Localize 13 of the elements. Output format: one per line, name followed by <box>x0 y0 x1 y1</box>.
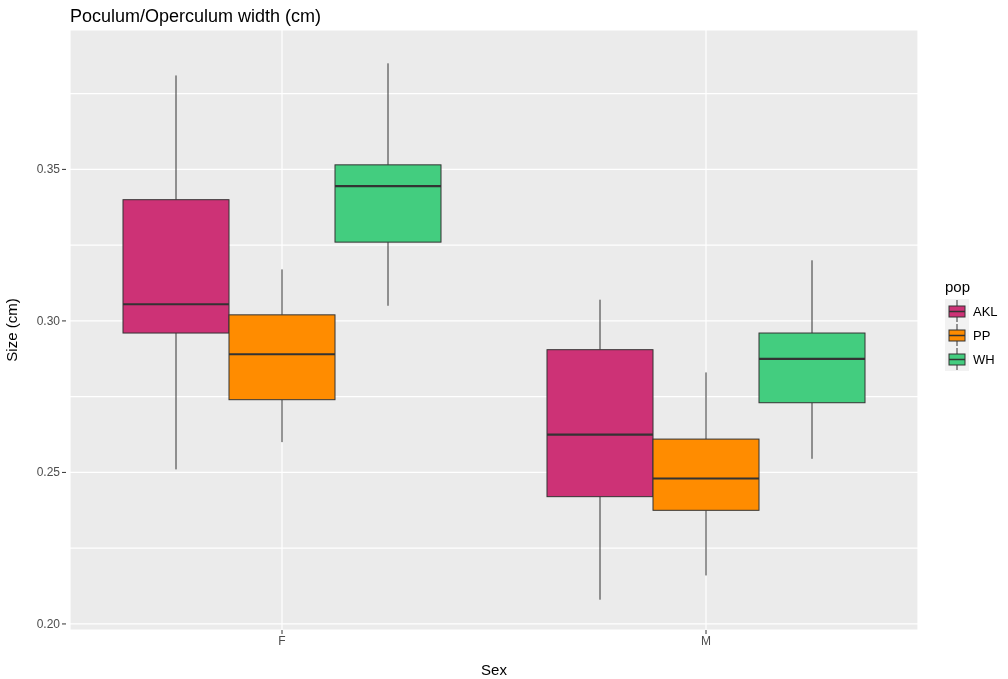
y-tick-label: 0.25 <box>36 465 61 480</box>
y-axis-title: Size (cm) <box>3 298 21 362</box>
legend-label: AKL <box>973 303 998 319</box>
y-tick-label: 0.20 <box>36 616 61 631</box>
legend-title: pop <box>945 278 972 295</box>
legend-label: WH <box>973 351 995 367</box>
legend-label: PP <box>973 327 991 343</box>
x-tick-label: M <box>701 633 711 648</box>
y-tick-label: 0.35 <box>36 162 61 177</box>
y-tick-label: 0.30 <box>36 313 61 328</box>
x-axis-title: Sex <box>481 661 508 678</box>
x-tick-label: F <box>278 633 286 648</box>
chart-title: Poculum/Operculum width (cm) <box>70 6 322 27</box>
